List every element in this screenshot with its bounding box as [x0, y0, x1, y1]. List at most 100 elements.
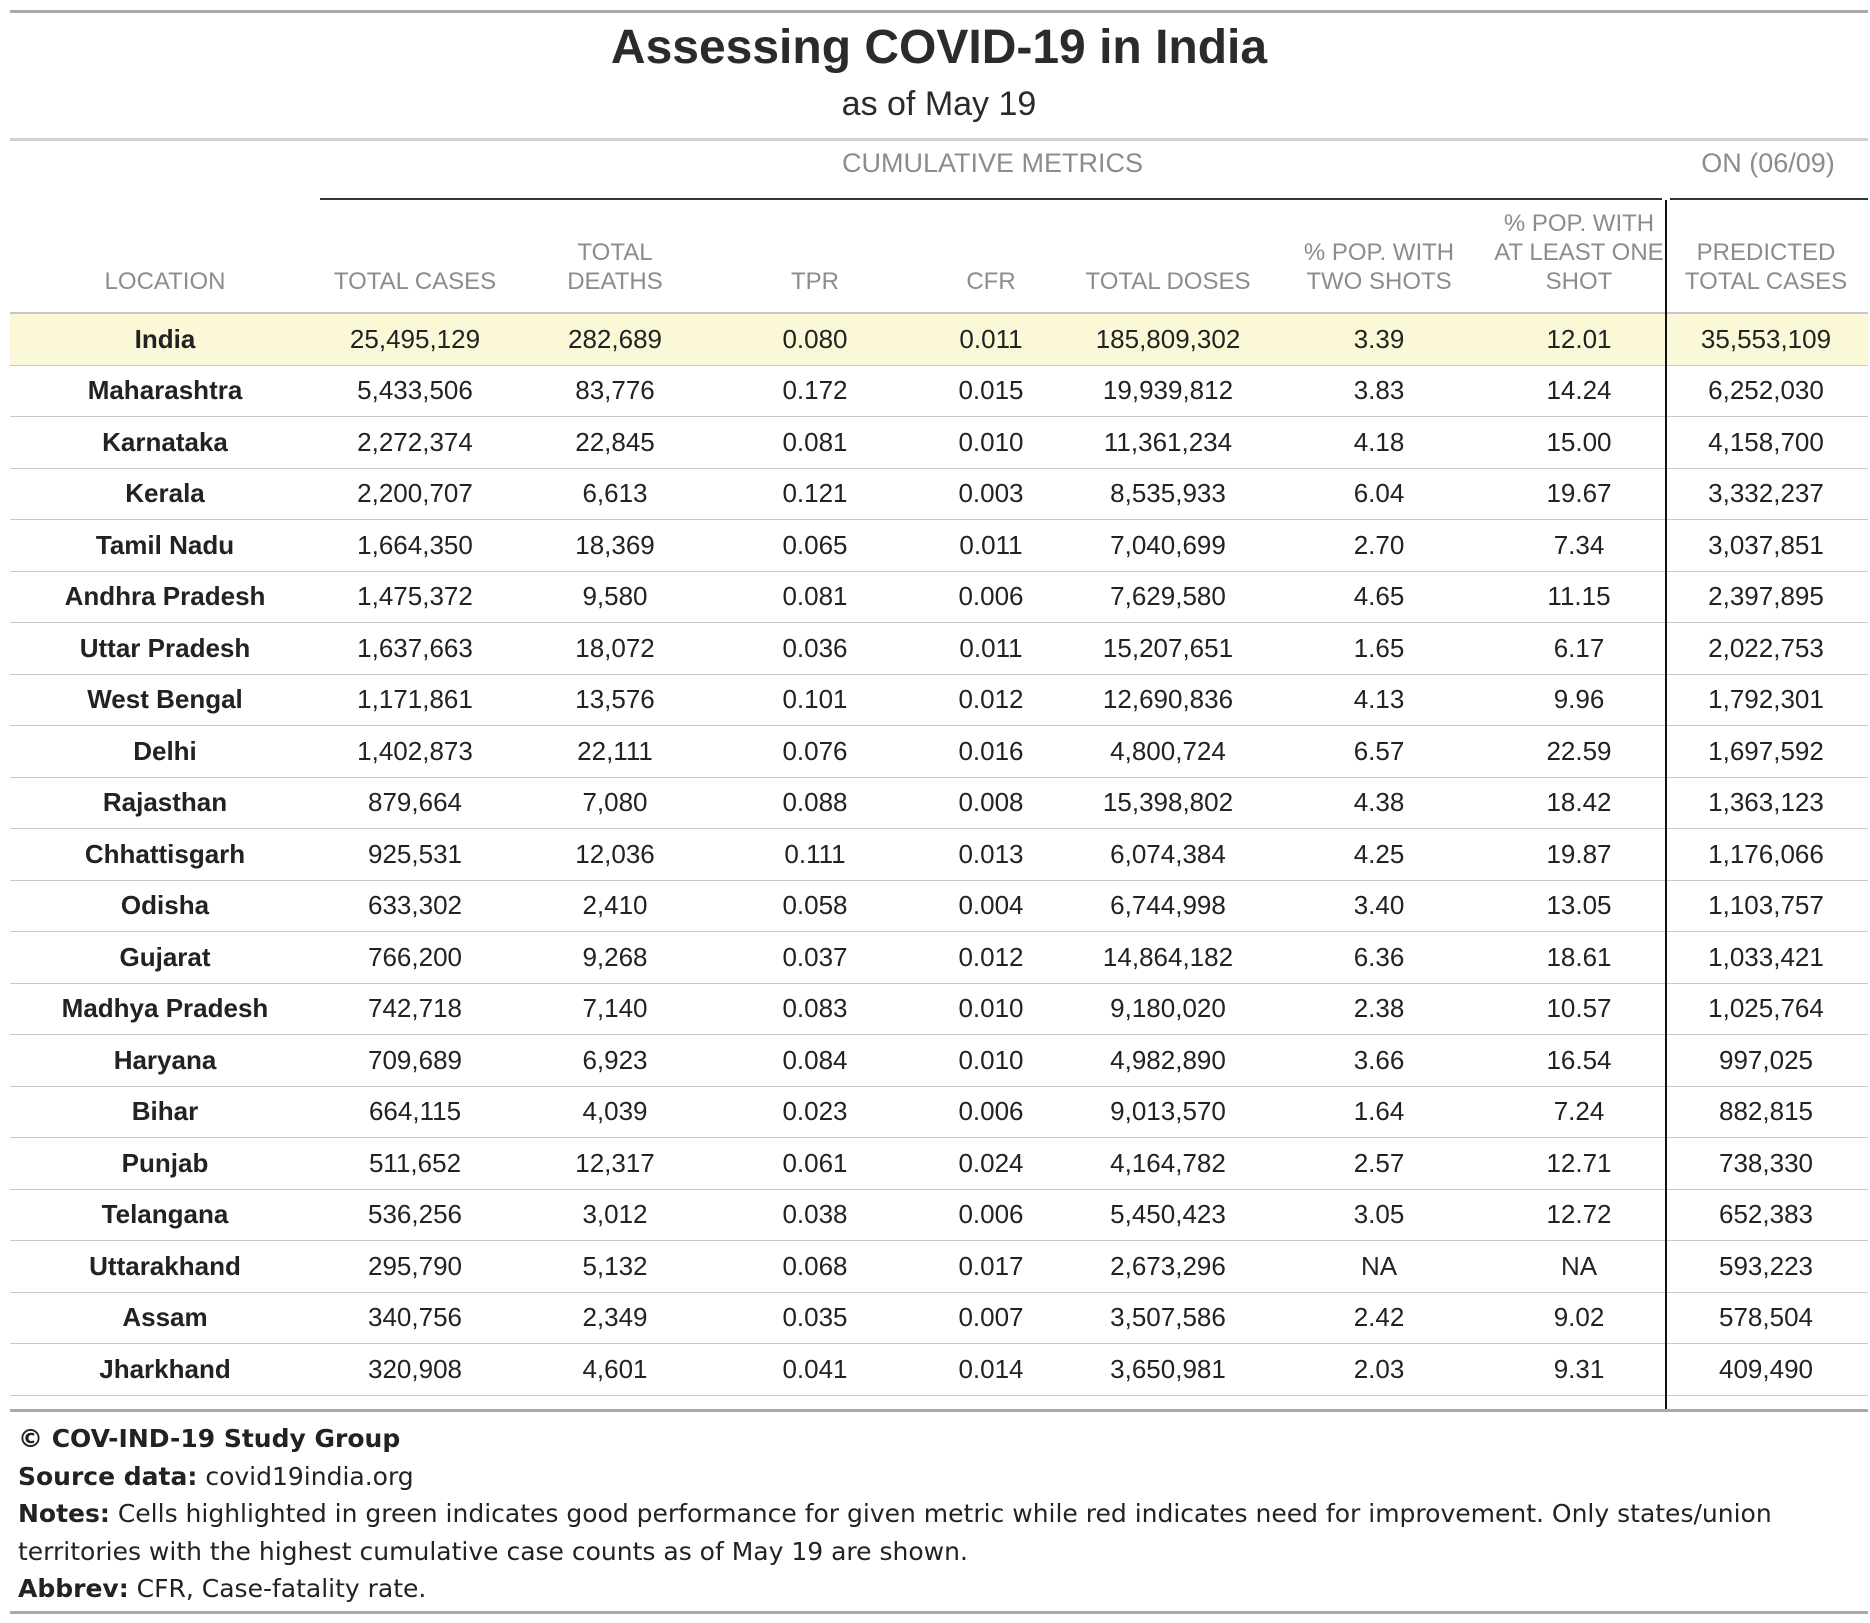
location-cell: Gujarat: [10, 931, 320, 984]
group-header-cumulative: CUMULATIVE METRICS: [841, 148, 1144, 178]
table-cell: 6.17: [1494, 622, 1664, 675]
table-cell: 2,349: [510, 1292, 720, 1344]
table-cell: 0.076: [720, 725, 910, 778]
table-cell: 9,268: [510, 931, 720, 984]
table-cell: 536,256: [320, 1189, 510, 1241]
location-cell: Madhya Pradesh: [10, 983, 320, 1035]
table-row: Madhya Pradesh 742,718 7,140 0.083 0.010 9,18…: [10, 983, 1868, 1035]
table-cell: 1,103,757: [1664, 880, 1868, 932]
column-header-line: TPR: [791, 268, 839, 295]
location-cell: Odisha: [10, 880, 320, 932]
table-row: Assam 340,756 2,349 0.035 0.007 3,507,586 2.42…: [10, 1292, 1868, 1344]
table-cell: 12,317: [510, 1137, 720, 1190]
table-cell: 12,036: [510, 828, 720, 881]
column-header-line: AT LEAST ONE: [1494, 239, 1664, 266]
table-cell: 511,652: [320, 1137, 510, 1190]
footer-notes: © COV-IND-19 Study Group Source data: co…: [18, 1420, 1858, 1608]
table-row: Maharashtra 5,433,506 83,776 0.172 0.015 19,9…: [10, 365, 1868, 417]
data-table: India 25,495,129 282,689 0.080 0.011 185,809,…: [10, 312, 1868, 1396]
table-row: Bihar 664,115 4,039 0.023 0.006 9,013,570 1.64…: [10, 1086, 1868, 1138]
table-cell: 1,171,861: [320, 674, 510, 726]
table-cell: 6.04: [1264, 468, 1494, 520]
table-cell: 320,908: [320, 1343, 510, 1396]
table-cell: 5,450,423: [1072, 1189, 1264, 1241]
column-header: % POP. WITH AT LEAST ONE SHOT: [1494, 209, 1664, 296]
table-cell: 1,402,873: [320, 725, 510, 778]
table-cell: 1,792,301: [1664, 674, 1868, 726]
column-header: TOTAL DEATHS: [510, 238, 720, 296]
table-row: Tamil Nadu 1,664,350 18,369 0.065 0.011 7,040…: [10, 519, 1868, 572]
table-cell: 12,690,836: [1072, 674, 1264, 726]
table-cell: 0.084: [720, 1034, 910, 1087]
table-cell: 2,272,374: [320, 416, 510, 469]
group-rule-cumulative: [320, 198, 1662, 200]
table-cell: NA: [1264, 1240, 1494, 1293]
table-cell: 1,475,372: [320, 571, 510, 623]
table-cell: 0.058: [720, 880, 910, 932]
table-cell: 4.18: [1264, 416, 1494, 469]
column-header-line: TOTAL CASES: [1684, 268, 1848, 295]
table-row: Andhra Pradesh 1,475,372 9,580 0.081 0.006 7,…: [10, 571, 1868, 623]
table-cell: 22,111: [510, 725, 720, 778]
top-rule: [10, 10, 1868, 13]
table-cell: 185,809,302: [1072, 312, 1264, 366]
table-row: Haryana 709,689 6,923 0.084 0.010 4,982,890 3.…: [10, 1034, 1868, 1087]
table-cell: 7,629,580: [1072, 571, 1264, 623]
table-cell: 3.66: [1264, 1034, 1494, 1087]
table-bottom-rule: [10, 1409, 1868, 1412]
table-cell: 0.017: [910, 1240, 1072, 1293]
table-cell: 2,397,895: [1664, 571, 1868, 623]
table-cell: 6,923: [510, 1034, 720, 1087]
column-header-line: TOTAL DOSES: [1085, 268, 1251, 295]
table-cell: 2,022,753: [1664, 622, 1868, 675]
abbrev-line: Abbrev: CFR, Case-fatality rate.: [18, 1574, 427, 1603]
table-cell: 5,433,506: [320, 365, 510, 417]
table-cell: 0.101: [720, 674, 910, 726]
page-title: Assessing COVID-19 in India: [610, 21, 1268, 74]
table-cell: 10.57: [1494, 983, 1664, 1035]
table-cell: 0.083: [720, 983, 910, 1035]
location-cell: Assam: [10, 1292, 320, 1344]
table-cell: 15,398,802: [1072, 777, 1264, 829]
table-row: Odisha 633,302 2,410 0.058 0.004 6,744,998 3.4…: [10, 880, 1868, 932]
table-cell: 3,650,981: [1072, 1343, 1264, 1396]
table-cell: 9,580: [510, 571, 720, 623]
column-header-line: CFR: [966, 268, 1016, 295]
column-header-line: PREDICTED: [1696, 239, 1836, 266]
table-cell: 0.016: [910, 725, 1072, 778]
table-cell: 0.010: [910, 416, 1072, 469]
column-header: TOTAL CASES: [320, 267, 510, 296]
table-cell: 0.006: [910, 1086, 1072, 1138]
column-header-line: DEATHS: [567, 268, 663, 295]
table-cell: 0.006: [910, 571, 1072, 623]
table-cell: 35,553,109: [1664, 312, 1868, 366]
table-cell: 0.013: [910, 828, 1072, 881]
table-cell: 0.024: [910, 1137, 1072, 1190]
table-cell: 0.010: [910, 1034, 1072, 1087]
table-row: Gujarat 766,200 9,268 0.037 0.012 14,864,182 6…: [10, 931, 1868, 984]
table-cell: 4,601: [510, 1343, 720, 1396]
table-cell: 2.57: [1264, 1137, 1494, 1190]
table-cell: 13,576: [510, 674, 720, 726]
location-cell: Andhra Pradesh: [10, 571, 320, 623]
table-cell: 4,158,700: [1664, 416, 1868, 469]
table-cell: 3,507,586: [1072, 1292, 1264, 1344]
table-cell: 0.011: [910, 312, 1072, 366]
table-cell: 709,689: [320, 1034, 510, 1087]
table-row: Uttarakhand 295,790 5,132 0.068 0.017 2,673,2…: [10, 1240, 1868, 1293]
table-cell: 4,800,724: [1072, 725, 1264, 778]
table-cell: 15.00: [1494, 416, 1664, 469]
title-divider: [10, 138, 1868, 141]
column-header: PREDICTED TOTAL CASES: [1664, 238, 1868, 296]
table-cell: 2.38: [1264, 983, 1494, 1035]
table-cell: NA: [1494, 1240, 1664, 1293]
table-cell: 11,361,234: [1072, 416, 1264, 469]
table-cell: 664,115: [320, 1086, 510, 1138]
table-cell: 12.71: [1494, 1137, 1664, 1190]
table-cell: 0.068: [720, 1240, 910, 1293]
table-cell: 0.015: [910, 365, 1072, 417]
location-cell: Haryana: [10, 1034, 320, 1087]
bottom-rule: [10, 1611, 1868, 1614]
table-cell: 0.014: [910, 1343, 1072, 1396]
location-cell: Telangana: [10, 1189, 320, 1241]
